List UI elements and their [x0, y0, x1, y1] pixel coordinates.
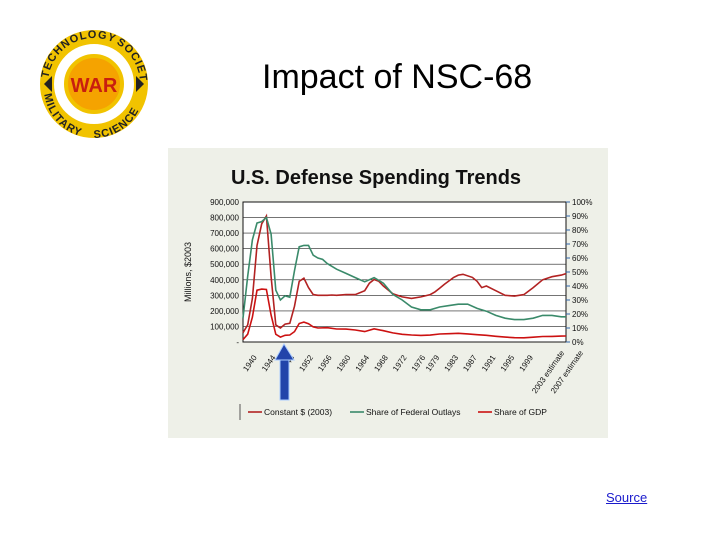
source-link[interactable]: Source [606, 490, 648, 505]
y-axis-label: Millions, $2003 [183, 242, 193, 302]
logo-right-arrow-icon [136, 76, 144, 92]
right-tick-label: 70% [572, 240, 588, 249]
plot-area [242, 201, 567, 343]
logo-center-text: WAR [71, 75, 118, 97]
x-tick-label: 1979 [424, 353, 442, 373]
right-tick-label: 30% [572, 296, 588, 305]
left-tick-label: 900,000 [210, 198, 239, 207]
left-tick-label: 600,000 [210, 245, 239, 254]
right-tick-label: 50% [572, 268, 588, 277]
left-tick-label: 800,000 [210, 214, 239, 223]
right-tick-label: 80% [572, 226, 588, 235]
series-lines [242, 213, 567, 341]
x-tick-label: 1991 [480, 353, 498, 373]
right-tick-label: 90% [572, 212, 588, 221]
left-tick-label: 100,000 [210, 322, 239, 331]
x-tick-label: 1968 [372, 353, 390, 373]
x-tick-label: 1960 [335, 353, 353, 373]
x-tick-label: 1952 [297, 353, 315, 373]
x-tick-label: 1983 [443, 353, 461, 373]
legend-label: Constant $ (2003) [264, 407, 332, 417]
chart-title: U.S. Defense Spending Trends [231, 167, 521, 189]
defense-spending-chart: U.S. Defense Spending Trends Millions, $… [183, 167, 592, 420]
gridlines [243, 217, 566, 343]
x-tick-label: 1944 [260, 353, 278, 373]
left-tick-label: 300,000 [210, 291, 239, 300]
left-tick-label: 500,000 [210, 260, 239, 269]
series-line-3 [242, 288, 567, 341]
right-tick-label: 40% [572, 282, 588, 291]
legend-label: Share of GDP [494, 407, 547, 417]
right-tick-label: 60% [572, 254, 588, 263]
x-tick-label: 1995 [499, 353, 517, 373]
left-tick-label: 200,000 [210, 307, 239, 316]
x-tick-label: 1972 [391, 353, 409, 373]
right-tick-label: 0% [572, 338, 584, 347]
left-tick-label: 700,000 [210, 229, 239, 238]
left-tick-label: - [236, 338, 239, 347]
series-line-1 [242, 213, 567, 334]
x-tick-label: 1987 [461, 353, 479, 373]
right-tick-label: 100% [572, 198, 592, 207]
x-tick-label: 1999 [517, 353, 535, 373]
x-tick-label: 1976 [410, 353, 428, 373]
left-tick-label: 400,000 [210, 276, 239, 285]
war-logo: WAR TECHNOLOGY SOCIETY MILITARY SCIENCE [30, 22, 148, 141]
slide-title: Impact of NSC-68 [262, 58, 533, 96]
right-tick-label: 20% [572, 310, 588, 319]
chart-panel: U.S. Defense Spending Trends Millions, $… [168, 148, 608, 438]
x-tick-label: 1940 [241, 353, 259, 373]
legend: Constant $ (2003) Share of Federal Outlay… [239, 404, 547, 420]
legend-label: Share of Federal Outlays [366, 407, 461, 417]
x-tick-label: 1964 [354, 353, 372, 373]
logo-left-arrow-icon [44, 76, 52, 92]
series-line-2 [242, 215, 566, 321]
x-tick-label: 1956 [316, 353, 334, 373]
right-tick-label: 10% [572, 324, 588, 333]
nsc68-arrow-icon [274, 343, 295, 401]
